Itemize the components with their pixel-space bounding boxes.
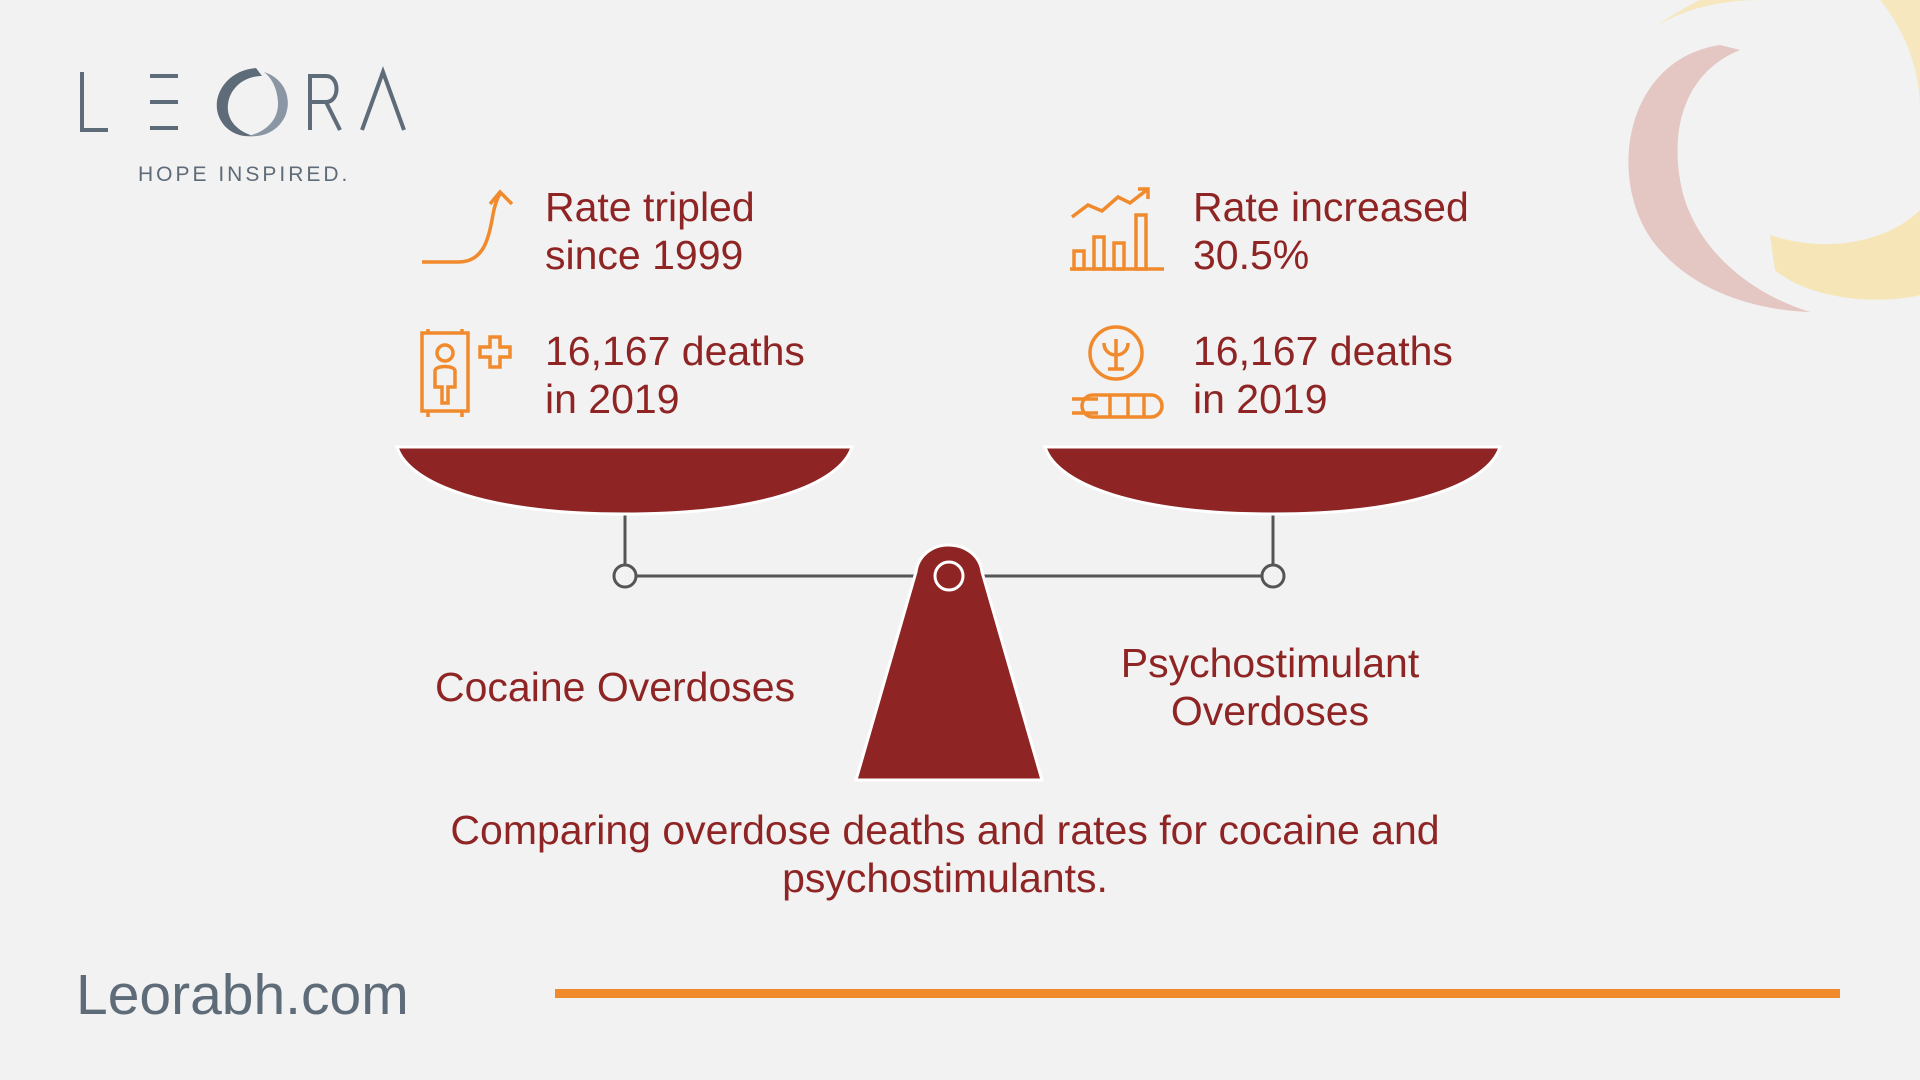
right-label-line1: Psychostimulant [1120,640,1420,686]
left-rate-text: Rate tripled since 1999 [545,183,755,279]
right-rate-text: Rate increased 30.5% [1193,183,1469,279]
brand-tagline: HOPE INSPIRED. [138,163,351,186]
right-deaths-line2: in 2019 [1193,376,1328,422]
left-scale-pan [394,445,855,516]
left-rate-line2: since 1999 [545,232,744,278]
left-label: Cocaine Overdoses [435,664,796,710]
caption: Comparing overdose deaths and rates for … [380,806,1510,902]
hospital-patient-icon [420,329,512,417]
scale-fulcrum [854,543,1044,782]
right-rate-line2: 30.5% [1193,232,1310,278]
psi-pills-icon [1072,325,1164,419]
site-link[interactable]: Leorabh.com [76,963,409,1027]
right-rate-line1: Rate increased [1193,184,1469,230]
caption-line1: Comparing overdose deaths and rates for … [450,807,1440,853]
right-label-line2: Overdoses [1170,688,1370,734]
left-deaths-line1: 16,167 deaths [545,328,805,374]
upward-curve-arrow-icon [422,189,514,264]
left-deaths-text: 16,167 deaths in 2019 [545,327,805,423]
bar-chart-trend-icon [1070,187,1164,271]
left-deaths-line2: in 2019 [545,376,680,422]
caption-line2: psychostimulants. [782,855,1108,901]
right-scale-pan [1042,445,1503,516]
footer-rule [555,989,1840,998]
right-deaths-text: 16,167 deaths in 2019 [1193,327,1453,423]
left-rate-line1: Rate tripled [545,184,755,230]
leora-logo [80,66,406,137]
right-deaths-line1: 16,167 deaths [1193,328,1453,374]
right-label: Psychostimulant Overdoses [1060,639,1480,735]
